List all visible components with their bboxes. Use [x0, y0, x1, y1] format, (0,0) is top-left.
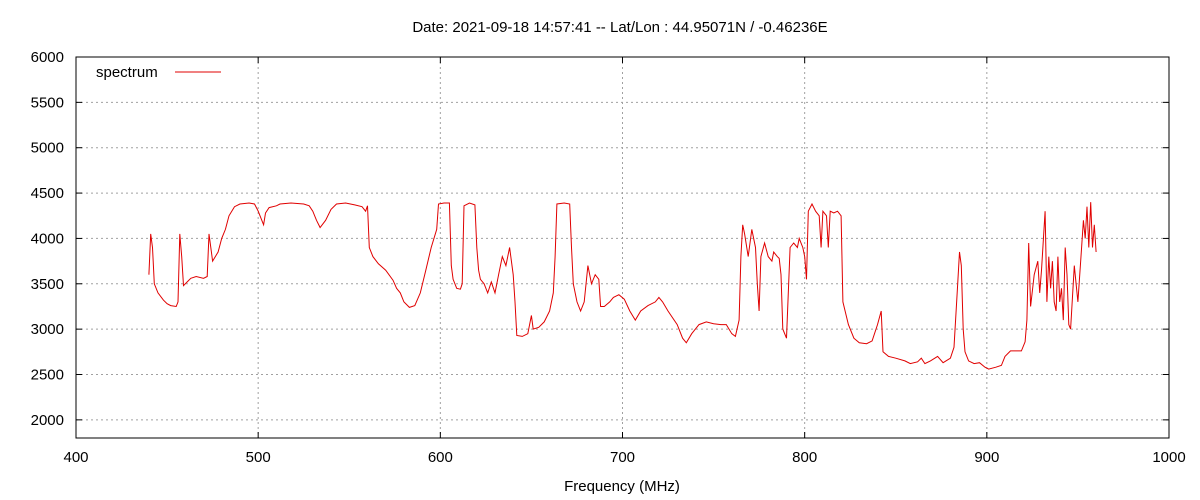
legend: spectrum	[96, 64, 221, 81]
y-tick-label: 4500	[31, 185, 64, 202]
x-tick-label: 1000	[1152, 449, 1185, 466]
x-tick-label: 700	[610, 449, 635, 466]
x-tick-label: 500	[246, 449, 271, 466]
chart-title: Date: 2021-09-18 14:57:41 -- Lat/Lon : 4…	[412, 19, 827, 36]
y-tick-label: 6000	[31, 49, 64, 66]
y-tick-label: 2000	[31, 412, 64, 429]
y-tick-label: 2500	[31, 367, 64, 384]
x-tick-label: 800	[792, 449, 817, 466]
y-tick-label: 4000	[31, 230, 64, 247]
grid	[76, 57, 1169, 438]
y-tick-label: 5000	[31, 140, 64, 157]
plot-frame	[75, 56, 1170, 439]
legend-label: spectrum	[96, 64, 158, 81]
x-tick-label: 400	[63, 449, 88, 466]
y-tick-label: 3000	[31, 321, 64, 338]
x-axis-label: Frequency (MHz)	[564, 478, 680, 495]
y-tick-label: 5500	[31, 94, 64, 111]
x-tick-label: 600	[428, 449, 453, 466]
y-tick-label: 3500	[31, 276, 64, 293]
x-tick-label: 900	[974, 449, 999, 466]
axis-ticks: 400 500 600 700 800 900 1000 2000 2500 3000 3500 40…	[31, 49, 1186, 466]
spectrum-line	[148, 202, 1097, 370]
